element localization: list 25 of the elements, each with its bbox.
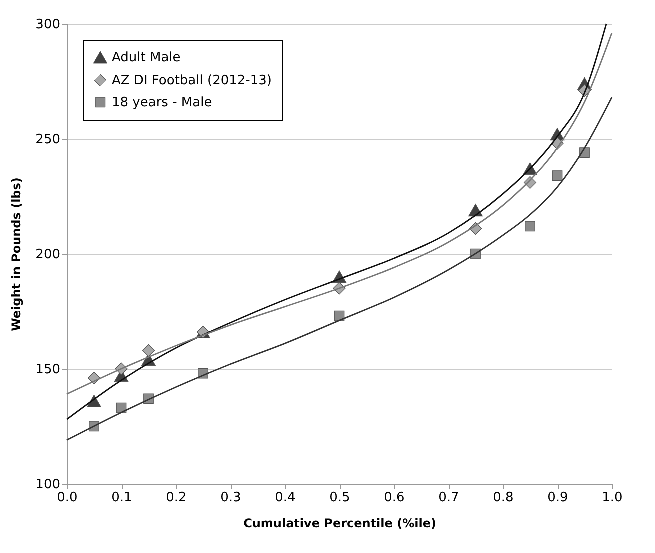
legend-label: Adult Male	[112, 50, 181, 66]
x-tick-label: 0.9	[548, 490, 568, 506]
legend-label: AZ DI Football (2012-13)	[112, 74, 272, 88]
x-tick-label: 0.2	[166, 490, 187, 506]
y-tick-label: 300	[36, 18, 60, 32]
x-tick-label: 0.3	[220, 490, 242, 506]
x-tick-label: 0.8	[493, 490, 514, 506]
point	[142, 344, 156, 357]
x-tick-label: 0.5	[330, 490, 350, 506]
x-tick-label: 0.7	[438, 490, 460, 506]
legend-label: 18 years - Male	[112, 96, 212, 110]
x-tick-label: 0.0	[57, 490, 78, 506]
y-tick-label: 200	[36, 248, 60, 262]
x-axis-title: Cumulative Percentile (%ile)	[244, 516, 436, 530]
y-tick-label: 150	[36, 362, 60, 378]
y-axis-title: Weight in Pounds (lbs)	[10, 178, 24, 332]
x-tick-label: 1.0	[602, 490, 623, 506]
point	[525, 221, 536, 232]
y-tick-label: 100	[36, 478, 60, 492]
x-tick-label: 0.4	[275, 490, 296, 506]
line-series	[66, 96, 613, 441]
x-tick-label: 0.6	[384, 490, 405, 506]
x-tick-label: 0.1	[112, 490, 132, 506]
point	[552, 170, 563, 181]
y-tick-label: 250	[36, 132, 60, 148]
